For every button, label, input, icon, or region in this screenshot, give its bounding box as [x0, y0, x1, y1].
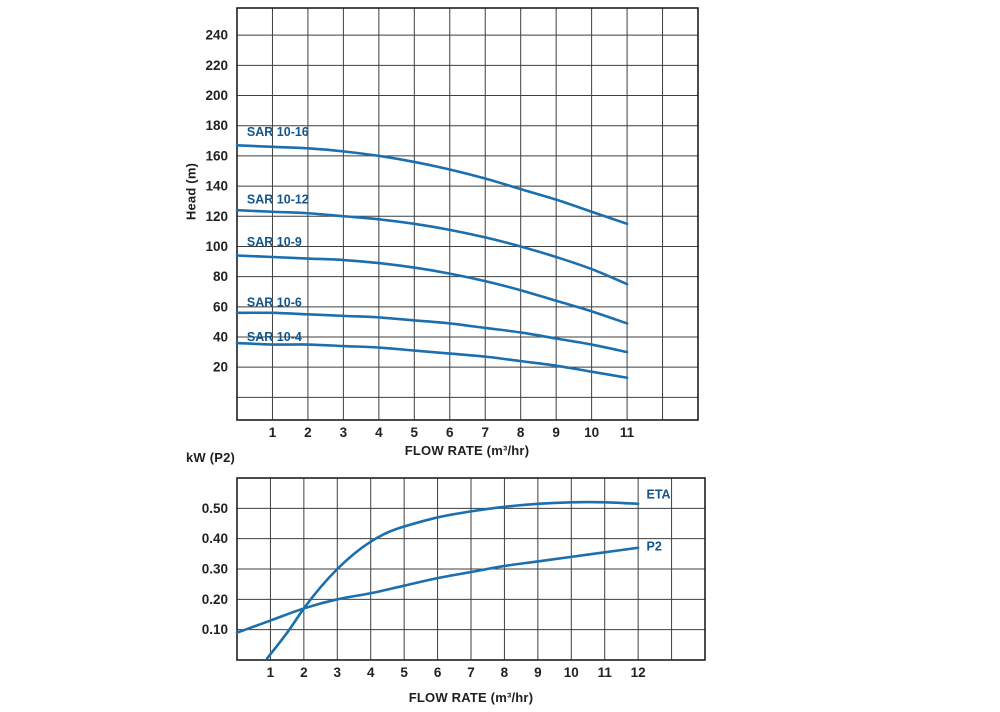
curve-sar-10-9: [235, 254, 629, 325]
curve-label-eta: ETA: [647, 488, 671, 502]
x-tick-label: 3: [340, 425, 348, 440]
y-tick-label: 0.50: [202, 501, 228, 516]
curve-label-sar-10-12: SAR 10-12: [247, 193, 309, 207]
x-tick-label: 11: [620, 425, 635, 440]
y-tick-label: 120: [205, 209, 228, 224]
y-tick-label: 140: [205, 179, 228, 194]
y-tick-label: 80: [213, 269, 228, 284]
curve-label-p2: P2: [647, 539, 662, 553]
y-tick-label: 20: [213, 360, 228, 375]
y-tick-label: 0.10: [202, 622, 228, 637]
x-tick-label: 5: [400, 665, 408, 680]
y-tick-label: 60: [213, 299, 228, 314]
y-tick-label: 180: [205, 118, 228, 133]
x-tick-label: 2: [304, 425, 312, 440]
curve-label-sar-10-16: SAR 10-16: [247, 125, 309, 139]
y-tick-label: 0.30: [202, 562, 228, 577]
y-tick-label: 0.40: [202, 531, 228, 546]
x-tick-label: 5: [411, 425, 419, 440]
curve-sar-10-4: [235, 341, 629, 380]
y-tick-label: 100: [205, 239, 228, 254]
head-axis-title: Head (m): [183, 162, 199, 221]
kw-p2-axis-title: kW (P2): [186, 450, 236, 465]
plot-frame: [236, 477, 706, 661]
x-tick-label: 11: [598, 665, 613, 680]
y-tick-label: 160: [205, 148, 228, 163]
curve-p2: [235, 546, 640, 634]
curve-sar-10-6: [235, 311, 629, 354]
y-tick-label: 200: [205, 88, 228, 103]
x-tick-label: 4: [367, 665, 375, 680]
curve-label-sar-10-6: SAR 10-6: [247, 295, 302, 309]
x-tick-label: 10: [584, 425, 599, 440]
flow-rate-axis-title-bottom: FLOW RATE (m³/hr): [408, 690, 534, 705]
x-tick-label: 8: [501, 665, 509, 680]
x-tick-label: 1: [269, 425, 277, 440]
plot-frame: [236, 7, 699, 421]
curve-sar-10-16: [235, 144, 629, 226]
x-tick-label: 9: [534, 665, 542, 680]
x-tick-label: 6: [446, 425, 454, 440]
y-tick-label: 0.20: [202, 592, 228, 607]
x-tick-label: 4: [375, 425, 383, 440]
curve-eta: [265, 500, 640, 660]
x-tick-label: 9: [552, 425, 560, 440]
x-tick-label: 7: [481, 425, 489, 440]
x-tick-label: 1: [267, 665, 275, 680]
y-tick-label: 220: [205, 58, 228, 73]
curve-label-sar-10-9: SAR 10-9: [247, 235, 302, 249]
x-tick-label: 7: [467, 665, 475, 680]
x-tick-label: 6: [434, 665, 442, 680]
x-tick-label: 12: [631, 665, 646, 680]
curve-sar-10-12: [235, 208, 629, 286]
y-tick-label: 240: [205, 28, 228, 43]
flow-rate-axis-title-top: FLOW RATE (m³/hr): [404, 443, 530, 458]
x-tick-label: 8: [517, 425, 525, 440]
curve-label-sar-10-4: SAR 10-4: [247, 330, 302, 344]
y-tick-label: 40: [213, 329, 228, 344]
x-tick-label: 2: [300, 665, 308, 680]
x-tick-label: 10: [564, 665, 579, 680]
x-tick-label: 3: [334, 665, 342, 680]
